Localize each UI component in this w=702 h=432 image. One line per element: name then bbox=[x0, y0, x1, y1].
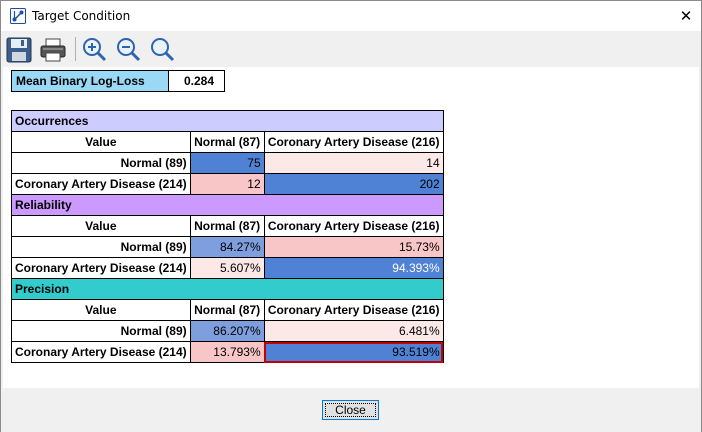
table-row: Normal (89) 84.27% 15.73% bbox=[11, 236, 444, 258]
zoom-fit-icon bbox=[151, 38, 175, 62]
section-title: Occurrences bbox=[11, 110, 444, 132]
table-row: Normal (89) 75 14 bbox=[11, 152, 444, 174]
print-icon bbox=[40, 38, 66, 62]
column-header-row: Value Normal (87) Coronary Artery Diseas… bbox=[11, 215, 444, 237]
section-header-reliability: Reliability bbox=[11, 194, 444, 216]
metric-value: 0.284 bbox=[169, 70, 225, 92]
table-cell-selected[interactable]: 93.519% bbox=[263, 341, 444, 363]
table-cell: 94.393% bbox=[263, 257, 444, 279]
zoom-fit-button[interactable] bbox=[148, 36, 176, 64]
table-cell: 13.793% bbox=[189, 341, 265, 363]
toolbar-separator bbox=[75, 37, 76, 61]
table-cell: 15.73% bbox=[263, 236, 444, 258]
dialog-footer: Close bbox=[1, 388, 701, 432]
section-title: Reliability bbox=[11, 194, 444, 216]
column-header: Coronary Artery Disease (216) bbox=[263, 131, 444, 153]
column-header: Normal (87) bbox=[189, 299, 265, 321]
save-button[interactable] bbox=[5, 36, 33, 64]
table-cell: 5.607% bbox=[189, 257, 265, 279]
table-cell: 14 bbox=[263, 152, 444, 174]
save-icon bbox=[6, 37, 32, 63]
row-label: Normal (89) bbox=[11, 152, 191, 174]
column-header-row: Value Normal (87) Coronary Artery Diseas… bbox=[11, 131, 444, 153]
section-header-precision: Precision bbox=[11, 278, 444, 300]
row-label: Coronary Artery Disease (214) bbox=[11, 257, 191, 279]
close-window-button[interactable]: ✕ bbox=[671, 2, 701, 30]
table-cell: 202 bbox=[263, 173, 444, 195]
metric-label: Mean Binary Log-Loss bbox=[11, 70, 169, 92]
section-title: Precision bbox=[11, 278, 444, 300]
title-bar: Target Condition ✕ bbox=[1, 1, 701, 31]
column-header: Normal (87) bbox=[189, 131, 265, 153]
log-loss-metric: Mean Binary Log-Loss 0.284 bbox=[11, 70, 225, 92]
table-cell: 6.481% bbox=[263, 320, 444, 342]
toolbar bbox=[1, 31, 701, 67]
table-cell: 75 bbox=[189, 152, 265, 174]
close-icon: ✕ bbox=[679, 7, 693, 25]
table-row: Coronary Artery Disease (214) 12 202 bbox=[11, 173, 444, 195]
column-header-row: Value Normal (87) Coronary Artery Diseas… bbox=[11, 299, 444, 321]
confusion-table: Occurrences Value Normal (87) Coronary A… bbox=[11, 110, 444, 363]
zoom-out-button[interactable] bbox=[114, 36, 142, 64]
section-header-occurrences: Occurrences bbox=[11, 110, 444, 132]
zoom-in-icon bbox=[83, 38, 107, 62]
table-row: Coronary Artery Disease (214) 13.793% 93… bbox=[11, 341, 444, 363]
report-content[interactable]: Mean Binary Log-Loss 0.284 Occurrences V… bbox=[3, 67, 699, 388]
zoom-in-button[interactable] bbox=[80, 36, 108, 64]
row-label: Coronary Artery Disease (214) bbox=[11, 173, 191, 195]
zoom-out-icon bbox=[117, 38, 141, 62]
row-label: Normal (89) bbox=[11, 320, 191, 342]
print-button[interactable] bbox=[39, 36, 67, 64]
row-label: Normal (89) bbox=[11, 236, 191, 258]
column-header: Coronary Artery Disease (216) bbox=[263, 299, 444, 321]
window-title: Target Condition bbox=[32, 9, 131, 23]
column-header: Normal (87) bbox=[189, 215, 265, 237]
column-header: Value bbox=[11, 299, 191, 321]
column-header: Coronary Artery Disease (216) bbox=[263, 215, 444, 237]
row-label: Coronary Artery Disease (214) bbox=[11, 341, 191, 363]
table-cell: 84.27% bbox=[189, 236, 265, 258]
close-button[interactable]: Close bbox=[322, 400, 379, 420]
table-row: Normal (89) 86.207% 6.481% bbox=[11, 320, 444, 342]
column-header: Value bbox=[11, 215, 191, 237]
column-header: Value bbox=[11, 131, 191, 153]
table-cell: 12 bbox=[189, 173, 265, 195]
table-cell: 86.207% bbox=[189, 320, 265, 342]
table-row: Coronary Artery Disease (214) 5.607% 94.… bbox=[11, 257, 444, 279]
app-icon bbox=[10, 8, 26, 24]
